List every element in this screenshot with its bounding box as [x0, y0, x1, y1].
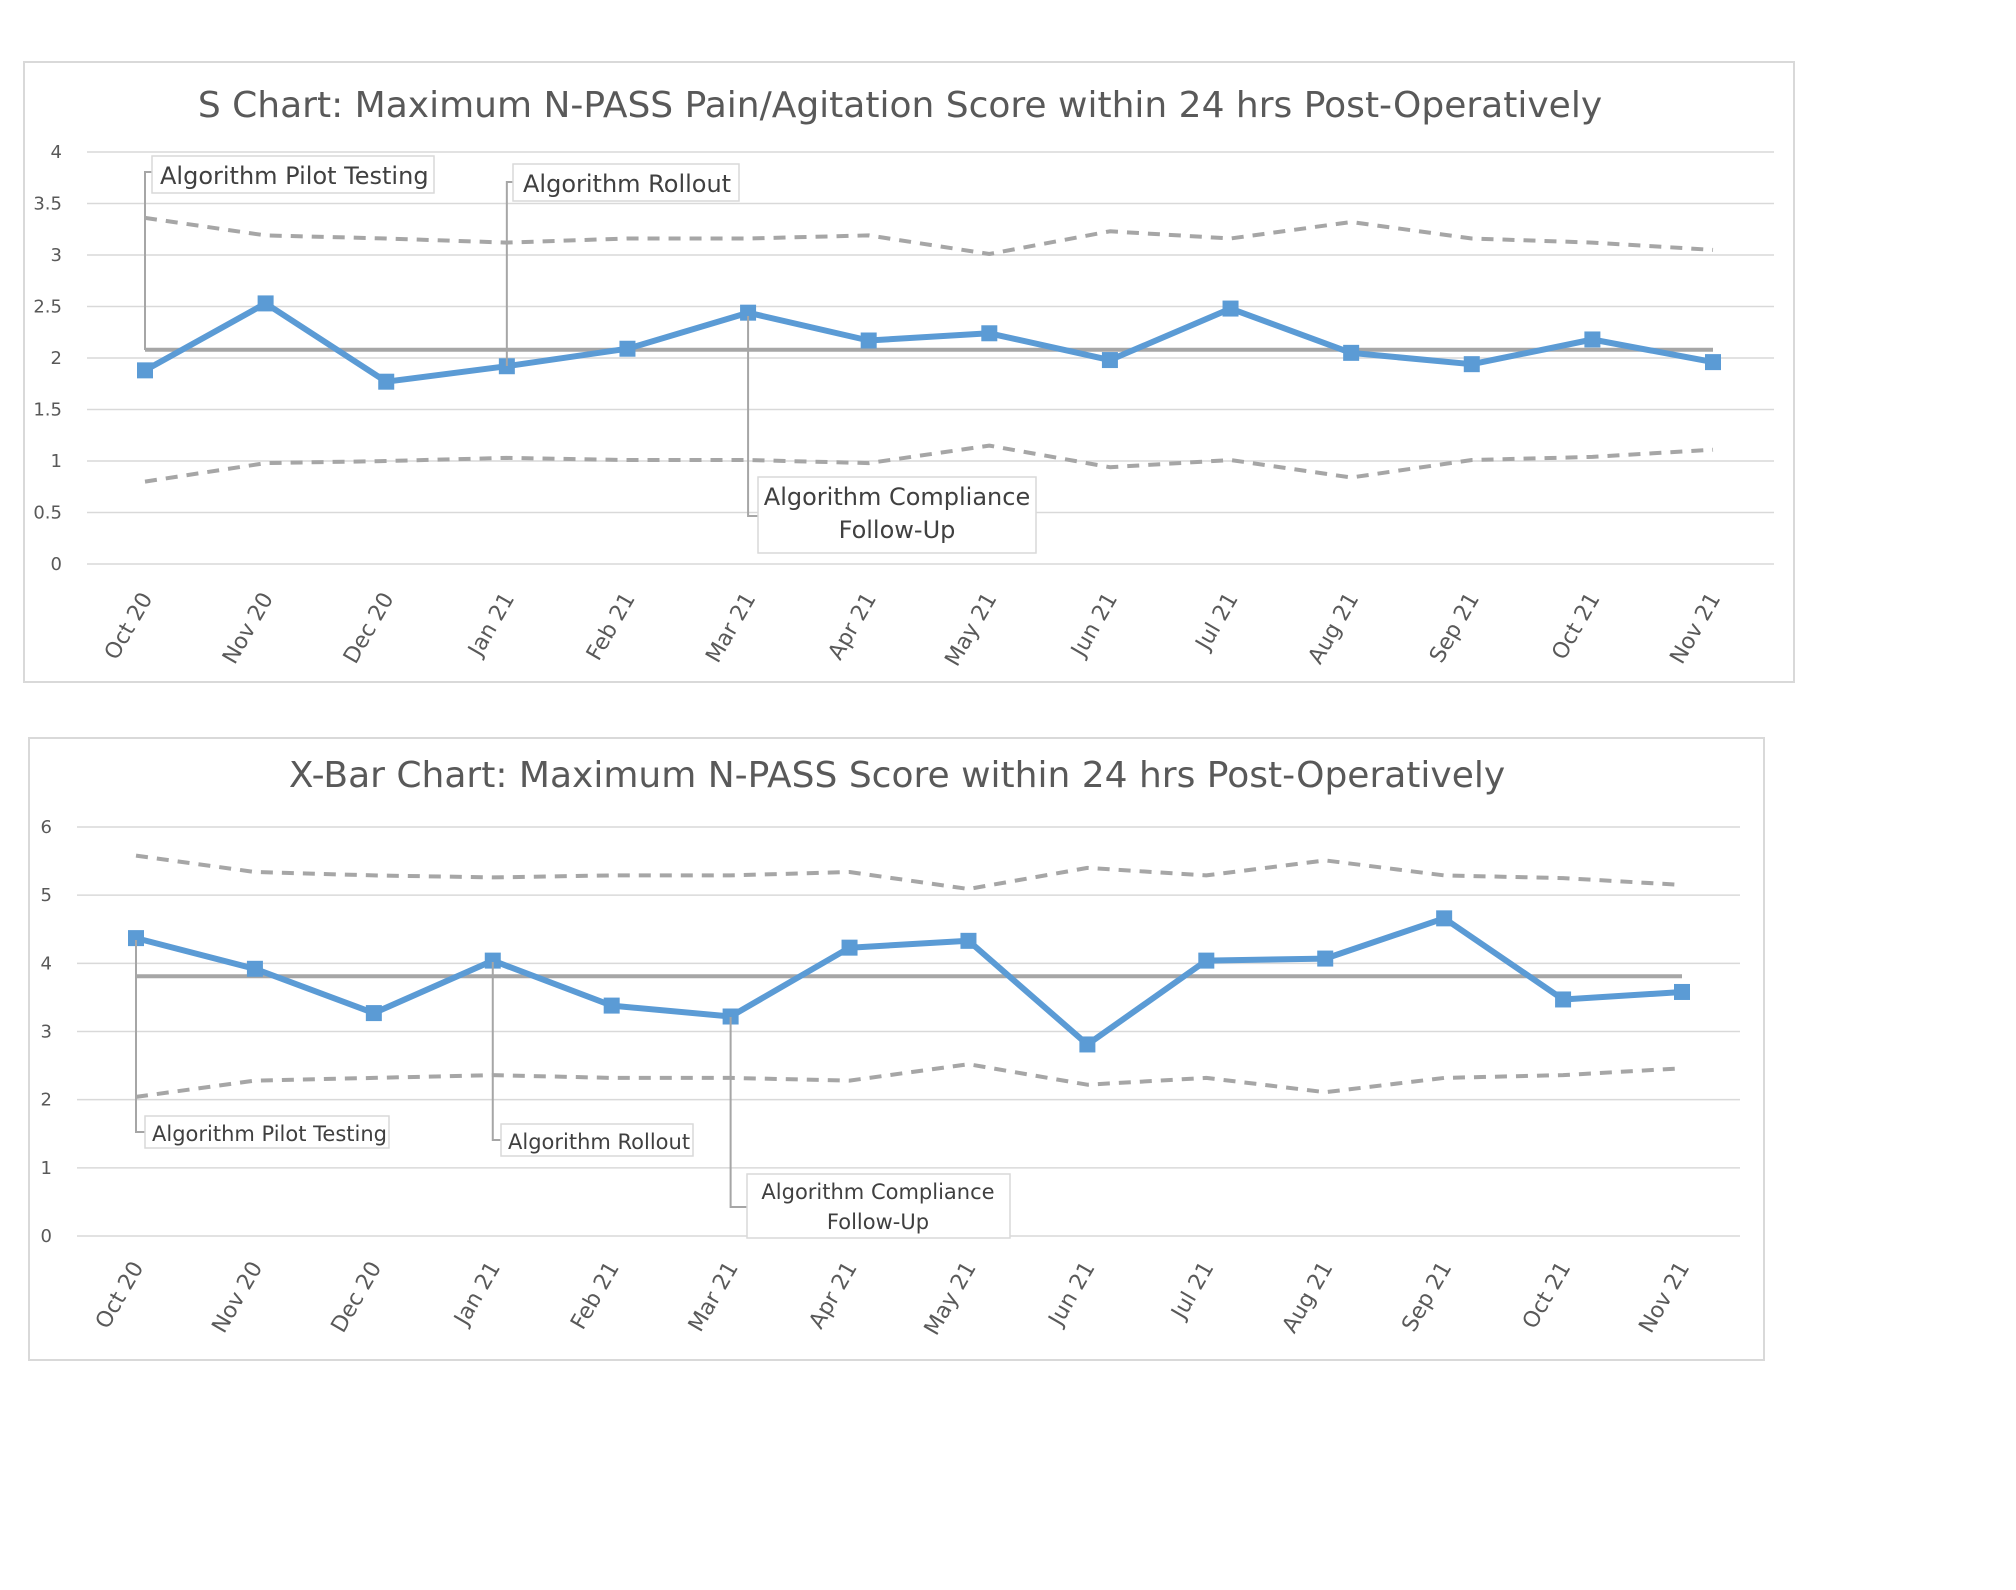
s-chart-annotation-box [512, 163, 740, 202]
s-chart-data-point [1705, 354, 1721, 371]
s-chart-ucl-line [144, 215, 1714, 256]
s-chart-gridlines [87, 151, 1774, 565]
xbar-chart-data-point [722, 1008, 739, 1025]
xbar-chart-y-tick-label: 3 [41, 1022, 52, 1043]
xbar-chart-lcl-line [135, 1062, 1683, 1099]
xbar-chart-annotation-box [746, 1173, 1011, 1239]
s-chart-data-point [740, 304, 757, 321]
s-chart-data-point [981, 325, 998, 342]
xbar-chart-annotation-label: Algorithm Pilot Testing [152, 1122, 387, 1146]
s-chart-annotation-box [757, 476, 1037, 554]
s-chart-y-tick-label: 3 [51, 245, 62, 266]
s-chart-data-point [1343, 344, 1360, 361]
xbar-chart-frame [28, 737, 1765, 1361]
s-chart-series [137, 215, 1721, 484]
xbar-chart-annotations: Algorithm Pilot Testing Algorithm Rollout… [135, 940, 1011, 1239]
xbar-chart-data-point [1198, 952, 1215, 969]
xbar-chart-data-point [365, 1005, 382, 1022]
s-chart-frame [23, 61, 1795, 683]
xbar-chart-data-point [484, 952, 501, 969]
s-chart-title: S Chart: Maximum N-PASS Pain/Agitation S… [198, 85, 1602, 126]
xbar-chart-annotation-box [144, 1115, 390, 1149]
s-chart-y-tick-label: 2 [51, 348, 62, 369]
xbar-chart-annotation-leader [729, 1017, 753, 1208]
s-chart-annotation-label: Algorithm Compliance [764, 483, 1030, 511]
s-chart-data-point [378, 373, 395, 390]
xbar-chart-annotation-label: Algorithm Rollout [508, 1130, 690, 1154]
xbar-chart-data-point [960, 932, 977, 949]
s-chart-y-tick-label: 1 [51, 451, 62, 472]
s-chart-data-point [1222, 300, 1239, 317]
xbar-chart-annotation-label: Algorithm Compliance [761, 1180, 994, 1204]
s-chart-annotation-label: Follow-Up [839, 516, 956, 544]
xbar-chart-y-tick-label: 4 [41, 953, 52, 974]
s-chart-data-point [860, 332, 877, 349]
s-chart-y-tick-label: 1.5 [33, 400, 62, 421]
xbar-chart-data-point [1674, 983, 1690, 1000]
s-chart-y-tick-labels: 0 0.5 1 1.5 2 2.5 3 3.5 4 [33, 142, 62, 575]
xbar-chart-main-line [135, 915, 1683, 1048]
xbar-chart-y-tick-label: 2 [41, 1090, 52, 1111]
xbar-chart-data-point [128, 930, 144, 947]
s-chart: S Chart: Maximum N-PASS Pain/Agitation S… [23, 61, 1795, 683]
xbar-chart: X-Bar Chart: Maximum N-PASS Score within… [28, 737, 1765, 1361]
xbar-chart-data-point [246, 960, 263, 977]
s-chart-data-point [137, 362, 153, 379]
xbar-chart-title: X-Bar Chart: Maximum N-PASS Score within… [289, 755, 1505, 796]
s-chart-data-point [1101, 352, 1118, 369]
s-chart-y-tick-label: 0 [51, 554, 62, 575]
xbar-chart-y-tick-label: 6 [41, 817, 52, 838]
s-chart-annotation-box [151, 155, 435, 194]
xbar-chart-y-tick-labels: 0 1 2 3 4 5 6 [41, 817, 52, 1247]
s-chart-y-tick-label: 0.5 [33, 503, 62, 524]
s-chart-lcl-line [144, 443, 1714, 484]
s-chart-data-point [1463, 356, 1480, 373]
xbar-chart-data-point [1436, 910, 1453, 927]
s-chart-data-point [619, 340, 636, 357]
s-chart-y-tick-label: 4 [51, 142, 62, 163]
xbar-chart-y-tick-label: 1 [41, 1158, 52, 1179]
s-chart-main-line [143, 300, 1714, 385]
xbar-chart-ucl-line [135, 853, 1683, 891]
xbar-chart-data-point [1317, 950, 1334, 967]
s-chart-y-tick-label: 2.5 [33, 297, 62, 318]
xbar-chart-y-tick-label: 0 [41, 1226, 52, 1247]
s-chart-annotation-label: Algorithm Pilot Testing [160, 162, 429, 190]
s-chart-y-tick-label: 3.5 [33, 194, 62, 215]
s-chart-data-point [498, 358, 515, 375]
xbar-chart-annotation-box [500, 1123, 694, 1157]
s-chart-data-point [257, 295, 274, 312]
s-chart-annotations: Algorithm Pilot Testing Algorithm Rollout… [144, 155, 1037, 554]
xbar-chart-data-point [1079, 1036, 1096, 1053]
xbar-chart-data-point [841, 939, 858, 956]
xbar-chart-series [128, 853, 1690, 1099]
s-chart-annotation-label: Algorithm Rollout [523, 170, 731, 198]
xbar-chart-y-tick-label: 5 [41, 885, 52, 906]
xbar-chart-data-point [1555, 991, 1572, 1008]
s-chart-data-point [1584, 331, 1601, 348]
xbar-chart-annotation-label: Follow-Up [827, 1210, 929, 1234]
xbar-chart-data-point [603, 997, 620, 1014]
